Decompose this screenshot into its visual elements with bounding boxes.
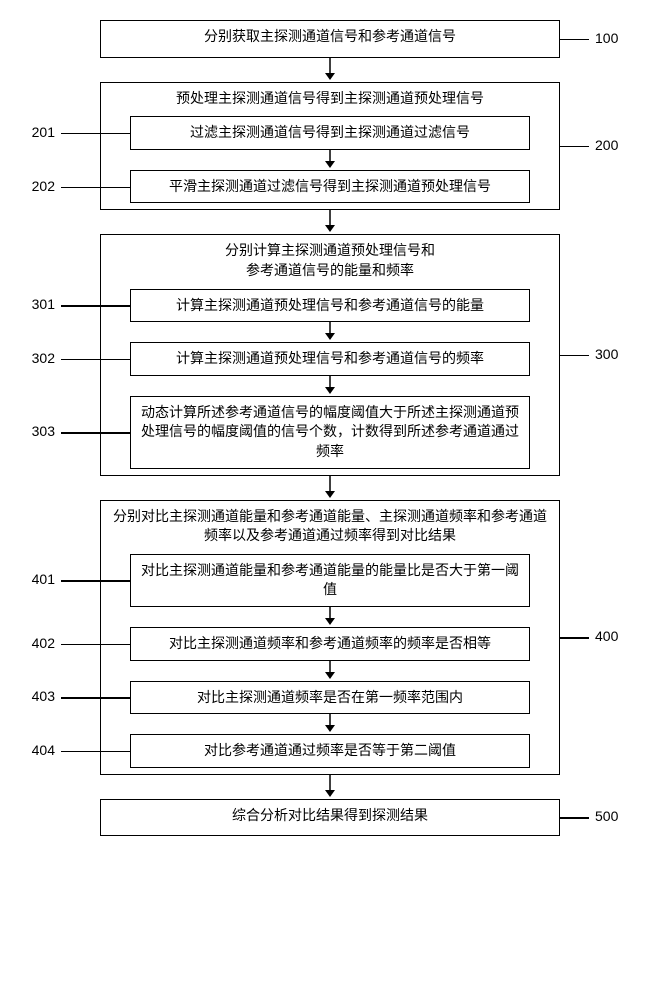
- inner-arrow: [109, 714, 551, 734]
- flow-arrow: [100, 210, 560, 234]
- label-connector: [61, 432, 131, 434]
- step-number-label: 402: [32, 634, 55, 654]
- step-number-label: 100: [595, 29, 618, 49]
- substep-403: 对比主探测通道频率是否在第一频率范围内403: [130, 681, 530, 715]
- step-number-label: 201: [32, 123, 55, 143]
- step-number-label: 404: [32, 741, 55, 761]
- label-connector: [61, 697, 131, 699]
- inner-group: 对比主探测通道能量和参考通道能量的能量比是否大于第一阈值401 对比主探测通道频…: [109, 554, 551, 768]
- inner-group: 计算主探测通道预处理信号和参考通道信号的能量301 计算主探测通道预处理信号和参…: [109, 289, 551, 469]
- label-connector: [61, 359, 131, 361]
- label-connector: [61, 580, 131, 582]
- substep-402: 对比主探测通道频率和参考通道频率的频率是否相等402: [130, 627, 530, 661]
- label-connector: [61, 751, 131, 753]
- step-200: 预处理主探测通道信号得到主探测通道预处理信号200过滤主探测通道信号得到主探测通…: [100, 82, 560, 211]
- step-number-label: 303: [32, 422, 55, 442]
- inner-arrow: [109, 661, 551, 681]
- label-connector: [61, 187, 131, 189]
- label-connector: [559, 817, 589, 819]
- inner-arrow: [109, 607, 551, 627]
- substep-text: 动态计算所述参考通道信号的幅度阈值大于所述主探测通道预处理信号的幅度阈值的信号个…: [141, 404, 519, 459]
- inner-arrow: [109, 150, 551, 170]
- step-number-label: 403: [32, 688, 55, 708]
- substep-text: 对比主探测通道频率和参考通道频率的频率是否相等: [169, 635, 491, 651]
- step-100: 分别获取主探测通道信号和参考通道信号100: [100, 20, 560, 58]
- substep-text: 对比主探测通道频率是否在第一频率范围内: [197, 689, 463, 705]
- step-title: 预处理主探测通道信号得到主探测通道预处理信号: [109, 89, 551, 109]
- substep-404: 对比参考通道通过频率是否等于第二阈值404: [130, 734, 530, 768]
- substep-401: 对比主探测通道能量和参考通道能量的能量比是否大于第一阈值401: [130, 554, 530, 607]
- substep-text: 过滤主探测通道信号得到主探测通道过滤信号: [190, 124, 470, 140]
- step-300: 分别计算主探测通道预处理信号和参考通道信号的能量和频率300计算主探测通道预处理…: [100, 234, 560, 475]
- step-number-label: 200: [595, 136, 618, 156]
- step-500: 综合分析对比结果得到探测结果500: [100, 799, 560, 837]
- substep-text: 平滑主探测通道过滤信号得到主探测通道预处理信号: [169, 178, 491, 194]
- substep-201: 过滤主探测通道信号得到主探测通道过滤信号201: [130, 116, 530, 150]
- substep-303: 动态计算所述参考通道信号的幅度阈值大于所述主探测通道预处理信号的幅度阈值的信号个…: [130, 396, 530, 469]
- flow-arrow: [100, 58, 560, 82]
- flow-arrow: [100, 775, 560, 799]
- inner-arrow: [109, 322, 551, 342]
- step-number-label: 400: [595, 627, 618, 647]
- step-number-label: 302: [32, 349, 55, 369]
- step-number-label: 401: [32, 571, 55, 591]
- step-number-label: 300: [595, 345, 618, 365]
- substep-202: 平滑主探测通道过滤信号得到主探测通道预处理信号202: [130, 170, 530, 204]
- inner-group: 过滤主探测通道信号得到主探测通道过滤信号201 平滑主探测通道过滤信号得到主探测…: [109, 116, 551, 203]
- label-connector: [559, 355, 589, 357]
- inner-arrow: [109, 376, 551, 396]
- flow-arrow: [100, 476, 560, 500]
- step-400: 分别对比主探测通道能量和参考通道能量、主探测通道频率和参考通道频率以及参考通道通…: [100, 500, 560, 775]
- step-title: 分别获取主探测通道信号和参考通道信号: [109, 27, 551, 47]
- step-title: 综合分析对比结果得到探测结果: [109, 806, 551, 826]
- label-connector: [61, 644, 131, 646]
- label-connector: [61, 133, 131, 135]
- substep-302: 计算主探测通道预处理信号和参考通道信号的频率302: [130, 342, 530, 376]
- label-connector: [559, 637, 589, 639]
- step-number-label: 202: [32, 177, 55, 197]
- substep-text: 计算主探测通道预处理信号和参考通道信号的能量: [176, 297, 484, 313]
- substep-text: 对比主探测通道能量和参考通道能量的能量比是否大于第一阈值: [141, 562, 519, 598]
- substep-text: 计算主探测通道预处理信号和参考通道信号的频率: [176, 350, 484, 366]
- step-title: 分别计算主探测通道预处理信号和参考通道信号的能量和频率: [109, 241, 551, 280]
- label-connector: [61, 305, 131, 307]
- substep-301: 计算主探测通道预处理信号和参考通道信号的能量301: [130, 289, 530, 323]
- label-connector: [559, 146, 589, 148]
- step-title: 分别对比主探测通道能量和参考通道能量、主探测通道频率和参考通道频率以及参考通道通…: [109, 507, 551, 546]
- step-number-label: 500: [595, 808, 618, 828]
- label-connector: [559, 39, 589, 41]
- flowchart-diagram: 分别获取主探测通道信号和参考通道信号100 预处理主探测通道信号得到主探测通道预…: [20, 20, 639, 836]
- substep-text: 对比参考通道通过频率是否等于第二阈值: [204, 742, 456, 758]
- step-number-label: 301: [32, 296, 55, 316]
